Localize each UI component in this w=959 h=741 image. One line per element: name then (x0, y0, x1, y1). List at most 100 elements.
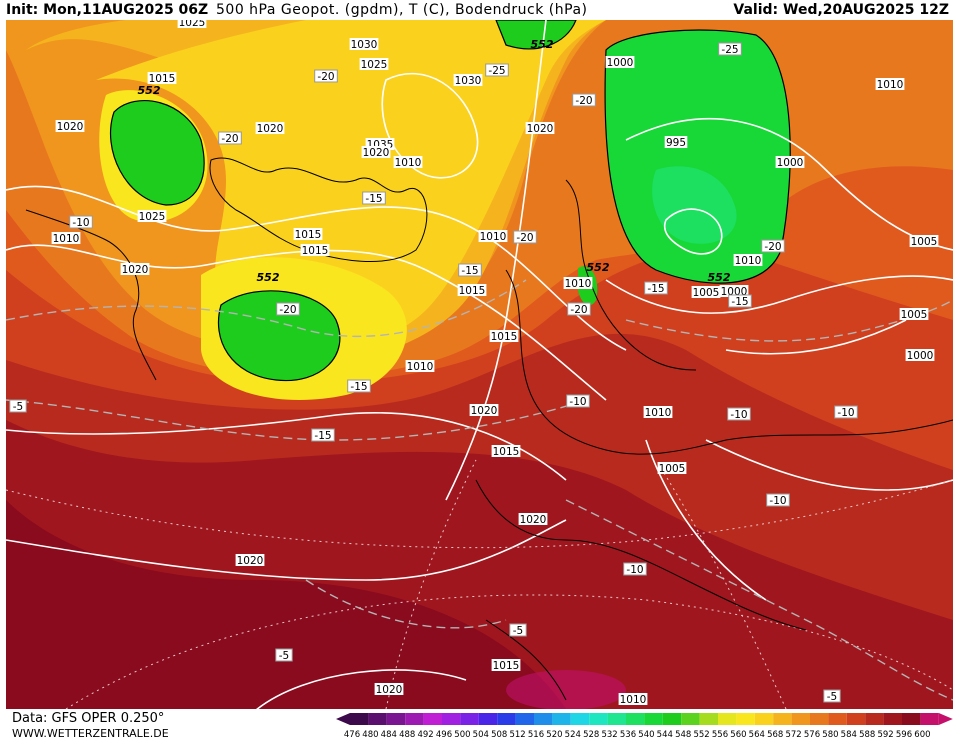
temperature-label: -10 (566, 394, 590, 408)
svg-text:-10: -10 (626, 564, 643, 576)
svg-text:-15: -15 (461, 265, 478, 277)
legend-value: 528 (583, 730, 599, 740)
legend-value: 512 (509, 730, 525, 740)
svg-text:-25: -25 (488, 65, 505, 77)
svg-text:1000: 1000 (907, 350, 934, 362)
legend-swatch (405, 713, 424, 725)
svg-text:1005: 1005 (911, 236, 938, 248)
legend-swatch (883, 713, 902, 725)
svg-text:1015: 1015 (491, 331, 518, 343)
svg-text:-10: -10 (730, 409, 747, 421)
svg-text:1025: 1025 (361, 59, 388, 71)
temperature-label: -20 (567, 302, 591, 316)
legend-swatch (497, 713, 516, 725)
legend-swatch (460, 713, 479, 725)
temperature-label: -10 (727, 407, 751, 421)
svg-text:-15: -15 (647, 283, 664, 295)
temperature-label: -15 (311, 428, 335, 442)
pressure-label: 1015 (489, 330, 519, 343)
legend-swatch (736, 713, 755, 725)
pressure-label: 1015 (491, 445, 521, 458)
legend-value: 588 (859, 730, 875, 740)
svg-text:-20: -20 (221, 133, 238, 145)
geopotential-label: 552 (257, 271, 280, 284)
svg-text:1025: 1025 (179, 20, 206, 29)
svg-text:-15: -15 (350, 381, 367, 393)
pressure-label: 1020 (469, 404, 499, 417)
svg-text:-10: -10 (769, 495, 786, 507)
svg-text:-5: -5 (513, 625, 523, 637)
temperature-label: -20 (218, 131, 242, 145)
pressure-label: 1010 (733, 254, 763, 267)
pressure-label: 1020 (255, 122, 285, 135)
svg-text:1015: 1015 (493, 446, 520, 458)
svg-text:1015: 1015 (459, 285, 486, 297)
svg-text:1010: 1010 (395, 157, 422, 169)
svg-text:-20: -20 (764, 241, 781, 253)
geopotential-label: 552 (708, 271, 731, 284)
temperature-label: -10 (623, 562, 647, 576)
pressure-label: 1005 (899, 308, 929, 321)
svg-text:-20: -20 (317, 71, 334, 83)
geopotential-label: 552 (138, 84, 161, 97)
pressure-label: 1025 (359, 58, 389, 71)
legend-swatch (552, 713, 571, 725)
temperature-label: -20 (572, 93, 596, 107)
svg-text:1000: 1000 (777, 157, 804, 169)
svg-text:-5: -5 (13, 401, 23, 413)
legend-swatch (699, 713, 718, 725)
svg-text:-20: -20 (279, 304, 296, 316)
legend-swatch (423, 713, 442, 725)
svg-text:-5: -5 (827, 691, 837, 703)
legend-swatch (589, 713, 608, 725)
legend-value: 548 (675, 730, 691, 740)
legend-swatch (902, 713, 921, 725)
legend-arrow-right (938, 713, 953, 725)
svg-text:1030: 1030 (351, 39, 378, 51)
pressure-label: 1005 (909, 235, 939, 248)
svg-text:1025: 1025 (139, 211, 166, 223)
svg-text:1000: 1000 (607, 57, 634, 69)
legend-value: 580 (822, 730, 838, 740)
temperature-label: -10 (766, 493, 790, 507)
pressure-label: 1015 (300, 244, 330, 257)
svg-text:-10: -10 (837, 407, 854, 419)
temperature-label: -5 (823, 689, 841, 703)
pressure-label: 1020 (518, 513, 548, 526)
temperature-label: -20 (761, 239, 785, 253)
svg-text:1010: 1010 (53, 233, 80, 245)
svg-text:1015: 1015 (149, 73, 176, 85)
svg-text:1020: 1020 (237, 555, 264, 567)
legend-value: 524 (565, 730, 581, 740)
temperature-label: -20 (276, 302, 300, 316)
legend-value: 552 (693, 730, 709, 740)
pressure-label: 1020 (525, 122, 555, 135)
geopotential-label: 552 (531, 38, 554, 51)
weather-map: 1025 1015 1020 1010 1030 1025 1030 1020 1020 1035… (6, 20, 953, 709)
legend-swatch (681, 713, 700, 725)
legend-swatch (662, 713, 682, 725)
temperature-label: -5 (9, 399, 27, 413)
pressure-label: 1020 (120, 263, 150, 276)
temperature-label: -5 (509, 623, 527, 637)
pressure-label: 1025 (177, 20, 207, 29)
temperature-label: -20 (314, 69, 338, 83)
svg-text:-25: -25 (721, 44, 738, 56)
legend-value: 480 (362, 730, 378, 740)
pressure-label: 1020 (361, 146, 391, 159)
data-source: Data: GFS OPER 0.250° (12, 711, 165, 726)
map-header: Init: Mon,11AUG2025 06Z 500 hPa Geopot. … (0, 0, 959, 20)
svg-text:-20: -20 (516, 232, 533, 244)
valid-time: Valid: Wed,20AUG2025 12Z (733, 2, 949, 18)
pressure-label: 1000 (775, 156, 805, 169)
pressure-label: 1010 (618, 693, 648, 706)
legend-value: 560 (730, 730, 746, 740)
legend-value: 520 (546, 730, 562, 740)
svg-text:1010: 1010 (877, 79, 904, 91)
svg-text:-15: -15 (314, 430, 331, 442)
legend-value: 576 (804, 730, 820, 740)
legend-value: 572 (785, 730, 801, 740)
svg-text:1020: 1020 (520, 514, 547, 526)
temperature-label: -20 (513, 230, 537, 244)
legend-swatch (754, 713, 774, 725)
